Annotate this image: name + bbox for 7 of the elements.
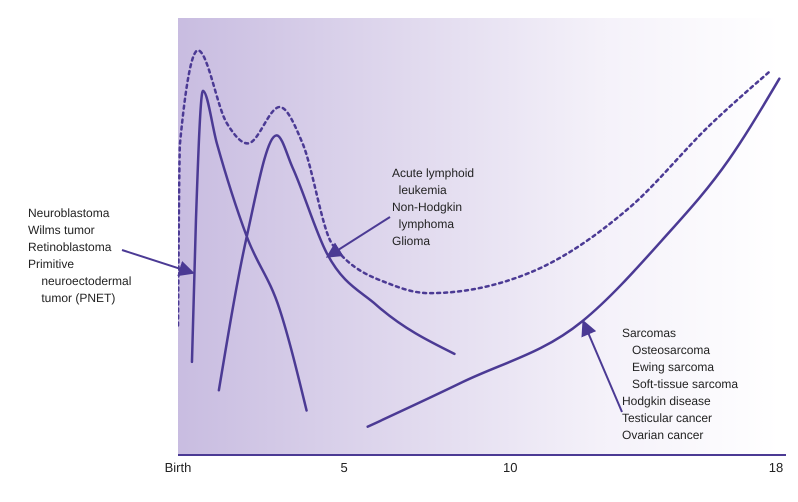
annotation: Acute lymphoid leukemia Non-Hodgkin lymphoma Glioma: [392, 165, 474, 250]
x-tick-label: 5: [340, 460, 348, 476]
x-tick-label: Birth: [164, 460, 192, 476]
x-tick-label: 10: [503, 460, 518, 476]
annotation: Sarcomas Osteosarcoma Ewing sarcoma Soft-tissue sarcoma Hodgkin disease Testicular cancer Ovarian cancer: [622, 325, 738, 444]
annotation: Neuroblastoma Wilms tumor Retinoblastoma Primitive neuroectodermal tumor (PNET): [28, 205, 132, 307]
x-tick-label: 18: [768, 460, 784, 476]
